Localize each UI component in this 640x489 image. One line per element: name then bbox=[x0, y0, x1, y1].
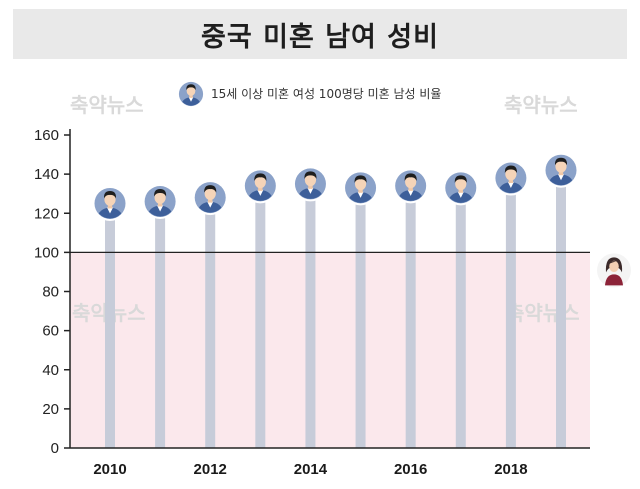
male-avatar-icon bbox=[544, 153, 579, 188]
male-avatar-icon bbox=[343, 170, 378, 205]
data-markers bbox=[93, 153, 579, 221]
lollipop-stick bbox=[355, 187, 366, 448]
male-avatar-icon bbox=[443, 170, 478, 205]
lollipop-stick bbox=[505, 178, 516, 448]
male-avatar-icon bbox=[193, 180, 228, 215]
title-bar: 중국 미혼 남여 성비 bbox=[13, 9, 627, 59]
x-tick-label: 2014 bbox=[294, 461, 328, 478]
lollipop-stick bbox=[305, 183, 316, 448]
y-tick-label: 80 bbox=[42, 284, 59, 301]
y-tick-label: 40 bbox=[42, 362, 59, 379]
y-axis-ticks: 0 20 40 60 80 100 120 140 160 bbox=[34, 127, 70, 457]
watermark: 축약뉴스 bbox=[70, 93, 144, 117]
lollipop-stick bbox=[255, 185, 266, 449]
male-avatar-icon bbox=[177, 80, 204, 107]
sticks bbox=[105, 170, 566, 449]
chart-title: 중국 미혼 남여 성비 bbox=[201, 21, 439, 53]
watermark: 축약뉴스 bbox=[506, 301, 580, 325]
y-tick-label: 160 bbox=[34, 127, 59, 144]
lollipop-stick bbox=[455, 187, 466, 448]
y-tick-label: 0 bbox=[51, 440, 59, 457]
female-avatar-icon bbox=[597, 253, 631, 288]
x-tick-label: 2018 bbox=[494, 461, 527, 478]
x-tick-label: 2016 bbox=[394, 461, 427, 478]
x-tick-label: 2012 bbox=[194, 461, 227, 478]
lollipop-stick bbox=[155, 201, 166, 448]
lollipop-stick bbox=[556, 170, 566, 448]
male-avatar-icon bbox=[393, 168, 428, 203]
male-avatar-icon bbox=[143, 184, 178, 219]
male-avatar-icon bbox=[293, 166, 328, 201]
watermark: 축약뉴스 bbox=[504, 93, 578, 117]
lollipop-stick bbox=[105, 203, 115, 448]
legend: 15세 이상 미혼 여성 100명당 미혼 남성 비율 bbox=[177, 80, 441, 107]
lollipop-stick bbox=[405, 185, 416, 449]
y-tick-label: 120 bbox=[34, 205, 59, 222]
y-tick-label: 20 bbox=[42, 401, 59, 418]
y-tick-label: 100 bbox=[34, 244, 59, 261]
x-tick-label: 2010 bbox=[93, 461, 126, 478]
legend-label: 15세 이상 미혼 여성 100명당 미혼 남성 비율 bbox=[211, 87, 441, 101]
male-avatar-icon bbox=[493, 161, 528, 196]
x-axis-ticks: 2010 2012 2014 2016 2018 bbox=[93, 461, 527, 478]
y-tick-label: 60 bbox=[42, 323, 59, 340]
male-avatar-icon bbox=[93, 186, 128, 221]
lollipop-stick bbox=[205, 197, 216, 448]
male-avatar-icon bbox=[243, 168, 278, 203]
y-tick-label: 140 bbox=[34, 166, 59, 183]
